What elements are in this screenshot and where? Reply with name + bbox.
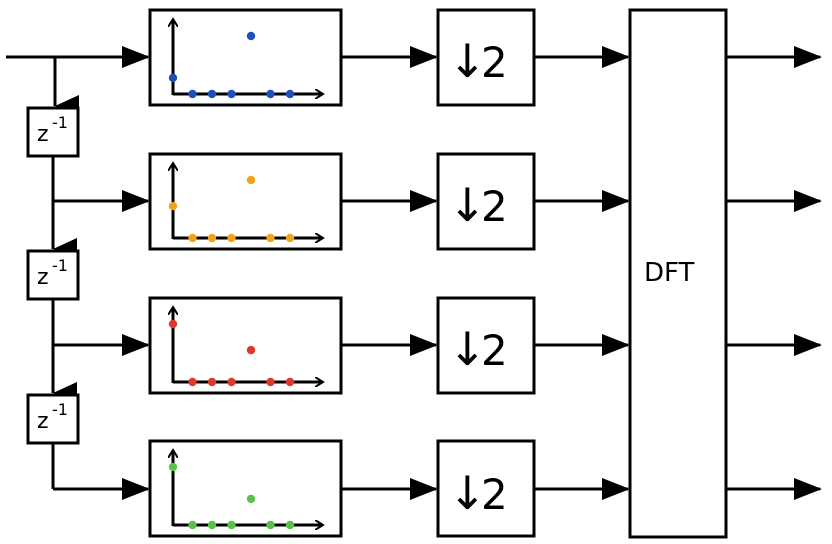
delay-block-1: z -1	[26, 106, 80, 158]
impulse-sample	[188, 377, 197, 387]
impulse-sample	[285, 520, 295, 530]
downsampler-box	[436, 296, 536, 395]
impulse-sample	[227, 520, 236, 530]
impulse-sample	[246, 31, 256, 41]
impulse-sample	[285, 233, 295, 243]
impulse-sample	[168, 73, 178, 83]
delay-symbol: z	[37, 122, 49, 147]
down-arrow-symbol: ↓	[448, 178, 487, 232]
delay-symbol: z	[37, 409, 49, 434]
down-arrow-symbol: ↓	[448, 322, 487, 376]
delay-block-2: z -1	[26, 249, 80, 301]
impulse-sample	[285, 89, 295, 99]
impulse-sample	[266, 520, 275, 530]
impulse-sample	[168, 319, 178, 329]
impulse-sample	[227, 377, 236, 387]
branch-2: ↓ 2	[148, 152, 630, 251]
impulse-sample	[266, 233, 275, 243]
impulse-sample	[188, 89, 197, 99]
downsample-factor: 2	[481, 326, 508, 375]
downsampler-box	[436, 439, 536, 538]
delay-exponent: -1	[52, 256, 68, 275]
impulse-sample	[227, 89, 236, 99]
downsampler-box	[436, 8, 536, 107]
downsample-factor: 2	[481, 470, 508, 519]
impulse-sample	[246, 345, 256, 355]
delay-symbol: z	[37, 265, 49, 290]
downsample-factor: 2	[481, 182, 508, 231]
branch-3: ↓ 2	[148, 296, 630, 395]
down-arrow-symbol: ↓	[448, 466, 487, 520]
outputs	[726, 46, 822, 500]
dft-block: DFT	[628, 8, 728, 539]
filter-branches: ↓ 2 ↓ 2 ↓ 2	[148, 8, 630, 538]
down-arrow-symbol: ↓	[448, 34, 487, 88]
filter-box	[148, 8, 343, 107]
delay-chain: z -1 z -1 z -1	[26, 57, 150, 500]
dft-label: DFT	[644, 258, 695, 288]
impulse-sample	[207, 520, 217, 530]
delay-exponent: -1	[52, 400, 68, 419]
impulse-sample	[266, 89, 275, 99]
impulse-sample	[168, 201, 178, 211]
branch-4: ↓ 2	[148, 439, 630, 538]
impulse-sample	[285, 377, 295, 387]
impulse-sample	[246, 494, 256, 504]
impulse-sample	[188, 233, 197, 243]
filter-box	[148, 296, 343, 395]
impulse-sample	[246, 175, 256, 185]
branch-1: ↓ 2	[148, 8, 630, 107]
impulse-sample	[227, 233, 236, 243]
impulse-sample	[168, 462, 178, 472]
impulse-sample	[207, 233, 217, 243]
delay-block-3: z -1	[26, 393, 80, 445]
filter-box	[148, 439, 343, 538]
filter-box	[148, 152, 343, 251]
downsample-factor: 2	[481, 38, 508, 87]
impulse-sample	[207, 377, 217, 387]
impulse-sample	[207, 89, 217, 99]
impulse-sample	[266, 377, 275, 387]
delay-exponent: -1	[52, 113, 68, 132]
impulse-sample	[188, 520, 197, 530]
